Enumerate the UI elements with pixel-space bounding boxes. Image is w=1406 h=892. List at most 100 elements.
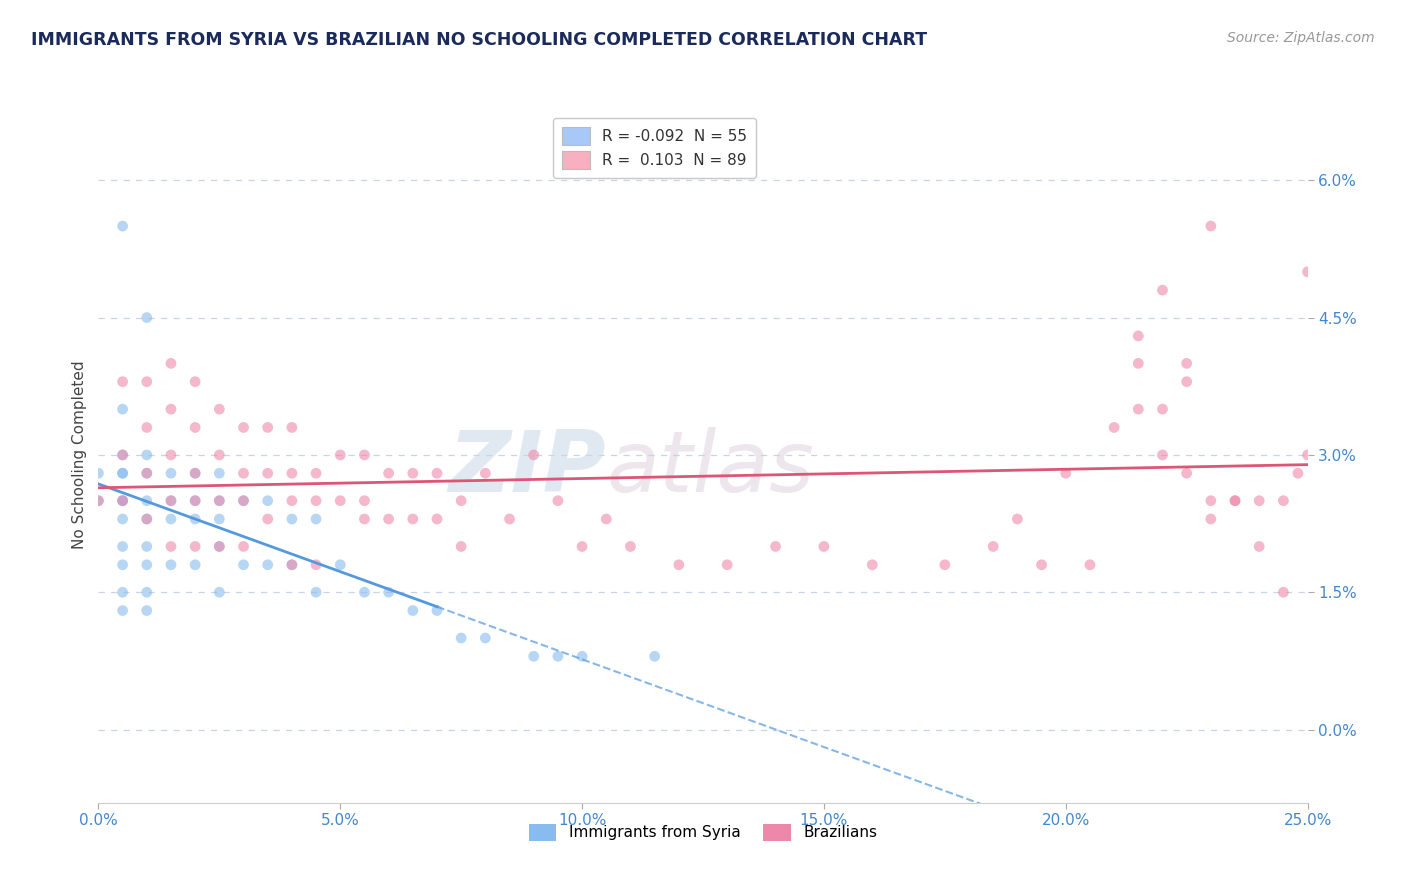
Point	[111, 448, 134, 462]
Point	[111, 512, 134, 526]
Point	[1128, 356, 1150, 370]
Point	[160, 540, 183, 554]
Point	[571, 540, 593, 554]
Point	[184, 493, 207, 508]
Point	[1223, 493, 1246, 508]
Point	[160, 356, 183, 370]
Point	[232, 540, 254, 554]
Point	[1078, 558, 1101, 572]
Point	[547, 649, 569, 664]
Point	[135, 585, 157, 599]
Point	[402, 467, 425, 481]
Point	[450, 631, 472, 645]
Point	[523, 649, 546, 664]
Point	[184, 493, 207, 508]
Point	[111, 493, 134, 508]
Point	[111, 375, 134, 389]
Point	[1054, 467, 1077, 481]
Point	[160, 467, 183, 481]
Text: ZIP: ZIP	[449, 427, 606, 510]
Point	[160, 448, 183, 462]
Point	[1286, 467, 1309, 481]
Point	[377, 512, 399, 526]
Point	[353, 493, 375, 508]
Point	[232, 420, 254, 434]
Point	[208, 493, 231, 508]
Point	[668, 558, 690, 572]
Point	[135, 512, 157, 526]
Point	[1031, 558, 1053, 572]
Point	[184, 540, 207, 554]
Point	[1272, 585, 1295, 599]
Point	[329, 448, 352, 462]
Point	[111, 219, 134, 233]
Point	[402, 512, 425, 526]
Point	[111, 467, 134, 481]
Point	[1296, 448, 1319, 462]
Point	[474, 631, 496, 645]
Point	[644, 649, 666, 664]
Point	[498, 512, 520, 526]
Point	[450, 493, 472, 508]
Point	[1296, 265, 1319, 279]
Text: Source: ZipAtlas.com: Source: ZipAtlas.com	[1227, 31, 1375, 45]
Point	[111, 402, 134, 417]
Point	[281, 558, 304, 572]
Point	[281, 493, 304, 508]
Point	[1007, 512, 1029, 526]
Point	[208, 540, 231, 554]
Point	[135, 467, 157, 481]
Point	[184, 467, 207, 481]
Point	[208, 467, 231, 481]
Point	[111, 493, 134, 508]
Point	[160, 493, 183, 508]
Point	[619, 540, 641, 554]
Point	[135, 310, 157, 325]
Point	[256, 420, 278, 434]
Point	[1152, 283, 1174, 297]
Point	[135, 558, 157, 572]
Point	[256, 467, 278, 481]
Point	[232, 467, 254, 481]
Point	[111, 603, 134, 617]
Point	[87, 493, 110, 508]
Point	[377, 585, 399, 599]
Point	[184, 558, 207, 572]
Point	[184, 467, 207, 481]
Point	[184, 420, 207, 434]
Point	[353, 448, 375, 462]
Point	[208, 540, 231, 554]
Point	[232, 558, 254, 572]
Point	[813, 540, 835, 554]
Point	[160, 493, 183, 508]
Point	[160, 558, 183, 572]
Point	[111, 585, 134, 599]
Point	[135, 420, 157, 434]
Point	[474, 467, 496, 481]
Text: atlas: atlas	[606, 427, 814, 510]
Point	[426, 467, 449, 481]
Point	[329, 493, 352, 508]
Point	[208, 585, 231, 599]
Point	[1249, 493, 1271, 508]
Text: IMMIGRANTS FROM SYRIA VS BRAZILIAN NO SCHOOLING COMPLETED CORRELATION CHART: IMMIGRANTS FROM SYRIA VS BRAZILIAN NO SC…	[31, 31, 927, 49]
Point	[402, 603, 425, 617]
Point	[860, 558, 883, 572]
Point	[595, 512, 617, 526]
Point	[305, 558, 328, 572]
Point	[981, 540, 1004, 554]
Point	[256, 512, 278, 526]
Y-axis label: No Schooling Completed: No Schooling Completed	[72, 360, 87, 549]
Point	[450, 540, 472, 554]
Point	[111, 540, 134, 554]
Point	[160, 402, 183, 417]
Point	[305, 493, 328, 508]
Point	[281, 420, 304, 434]
Point	[1199, 219, 1222, 233]
Point	[160, 512, 183, 526]
Point	[281, 467, 304, 481]
Point	[135, 512, 157, 526]
Point	[135, 540, 157, 554]
Point	[208, 448, 231, 462]
Point	[1223, 493, 1246, 508]
